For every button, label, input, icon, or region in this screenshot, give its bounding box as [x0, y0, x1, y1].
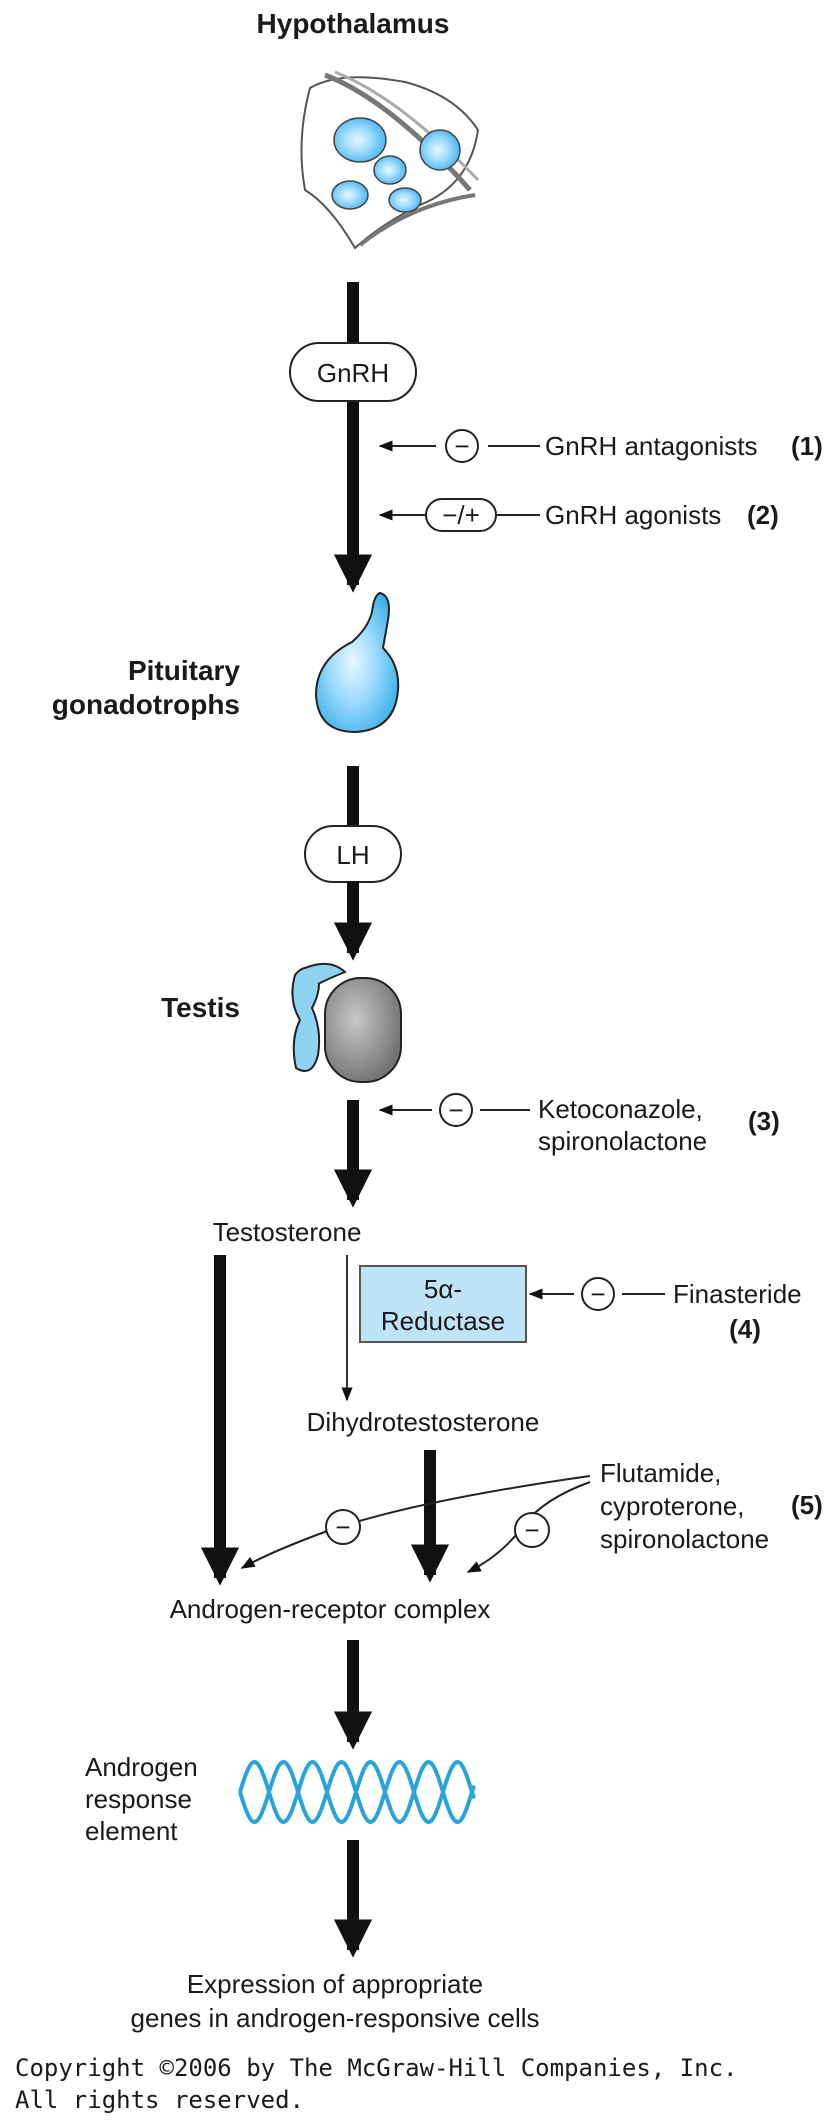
dna-strand	[238, 1759, 476, 1825]
hypothalamus-label: Hypothalamus	[257, 8, 450, 39]
are-label-line2: response	[85, 1784, 192, 1814]
testosterone-label: Testosterone	[213, 1217, 362, 1247]
inhibit-symbol-left	[325, 1509, 361, 1545]
finasteride-label: Finasteride	[673, 1279, 802, 1309]
svg-text:−: −	[454, 431, 469, 461]
svg-text:−: −	[590, 1279, 605, 1309]
pituitary-cell-illustration	[314, 591, 400, 734]
flutamide-inhibitor: − − Flutamide, cyproterone, spironolacto…	[240, 1458, 823, 1573]
5a-reductase-box: 5α- Reductase	[359, 1265, 527, 1343]
dht-label: Dihydrotestosterone	[307, 1407, 540, 1437]
svg-text:−: −	[448, 1095, 463, 1125]
finasteride-inhibitor: − Finasteride (4)	[528, 1277, 802, 1344]
copyright-line2: All rights reserved.	[15, 2086, 304, 2114]
inhibit-symbol	[439, 1093, 473, 1127]
svg-text:−: −	[524, 1515, 539, 1545]
ref-5: (5)	[791, 1490, 823, 1520]
inhibit-symbol	[445, 429, 479, 463]
lh-node: LH	[304, 825, 402, 883]
ref-1: (1)	[791, 431, 823, 461]
gnrh-antagonists-label: GnRH antagonists	[545, 431, 757, 461]
ketoconazole-inhibitor: − Ketoconazole, spironolactone (3)	[378, 1093, 780, 1156]
ref-2: (2)	[747, 500, 779, 530]
inhibit-symbol-right	[514, 1512, 550, 1548]
gnrh-agonists-modulator: −/+ GnRH agonists (2)	[378, 498, 779, 532]
are-label-line3: element	[85, 1816, 178, 1846]
agonist-symbol: −/+	[442, 500, 480, 530]
expression-label-line2: genes in androgen-responsive cells	[130, 2003, 539, 2033]
flutamide-label-line1: Flutamide,	[600, 1458, 721, 1488]
are-label-line1: Androgen	[85, 1752, 198, 1782]
expression-label-line1: Expression of appropriate	[187, 1969, 483, 1999]
copyright-line1: Copyright ©2006 by The McGraw-Hill Compa…	[15, 2054, 737, 2082]
testis-label: Testis	[161, 992, 240, 1023]
hypothalamus-illustration	[300, 70, 480, 250]
arc-label: Androgen-receptor complex	[170, 1594, 491, 1624]
testis-illustration	[291, 962, 402, 1083]
svg-text:−: −	[335, 1512, 350, 1542]
ketoconazole-label-line2: spironolactone	[538, 1126, 707, 1156]
ketoconazole-label-line1: Ketoconazole,	[538, 1094, 703, 1124]
lh-label: LH	[336, 840, 369, 870]
ref-3: (3)	[748, 1106, 780, 1136]
ref-4: (4)	[729, 1314, 761, 1344]
reductase-label-line2: Reductase	[381, 1306, 505, 1336]
gnrh-label: GnRH	[317, 358, 389, 388]
gnrh-agonists-label: GnRH agonists	[545, 500, 721, 530]
pituitary-label-line2: gonadotrophs	[52, 689, 240, 720]
reductase-label-line1: 5α-	[424, 1274, 462, 1304]
gnrh-antagonists-inhibitor: − GnRH antagonists (1)	[378, 429, 823, 463]
dna-helix-illustration	[238, 1759, 476, 1825]
pituitary-label-line1: Pituitary	[128, 655, 240, 686]
flutamide-label-line3: spironolactone	[600, 1524, 769, 1554]
inhibit-symbol	[581, 1277, 615, 1311]
flutamide-label-line2: cyproterone,	[600, 1491, 745, 1521]
gnrh-node: GnRH	[289, 342, 417, 402]
